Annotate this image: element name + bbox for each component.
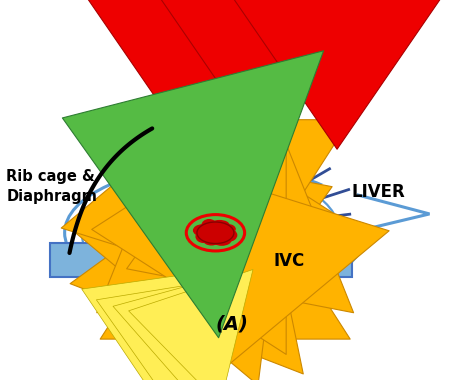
Polygon shape [322, 186, 429, 239]
Text: IVC: IVC [274, 252, 305, 270]
Ellipse shape [212, 234, 232, 246]
Text: (A): (A) [216, 315, 248, 334]
Ellipse shape [193, 224, 212, 236]
Polygon shape [313, 184, 356, 241]
Ellipse shape [195, 230, 211, 243]
Ellipse shape [219, 228, 237, 242]
Ellipse shape [219, 224, 236, 234]
Ellipse shape [203, 236, 219, 245]
Ellipse shape [209, 220, 230, 230]
Text: Rib cage &
Diaphragm: Rib cage & Diaphragm [6, 169, 97, 204]
Ellipse shape [201, 219, 217, 232]
Bar [50, 243, 352, 277]
Ellipse shape [64, 165, 366, 300]
Ellipse shape [197, 222, 234, 244]
Text: LIVER: LIVER [352, 184, 405, 201]
